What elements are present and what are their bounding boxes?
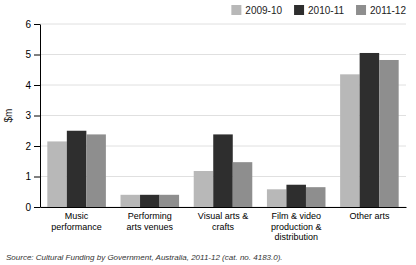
y-tick: 6 (25, 19, 40, 30)
bar (160, 195, 180, 207)
x-tick-label-line: performance (51, 222, 102, 232)
bar-series (86, 60, 398, 207)
legend-swatch (294, 5, 304, 15)
bar (306, 187, 326, 207)
bars (47, 53, 398, 207)
x-tick: Other arts (349, 211, 390, 221)
y-tick-label: 6 (25, 19, 31, 30)
y-tick: 3 (25, 110, 40, 121)
x-tick-label-line: Performing (128, 211, 172, 221)
grid (40, 24, 406, 207)
bar (194, 171, 214, 207)
chart: 0 1 2 3 4 5 6 Musicperformance Performingarts ve… (0, 0, 416, 265)
x-tick-label-line: distribution (274, 232, 318, 242)
x-tick: Musicperformance (51, 211, 102, 231)
x-tick: Performingarts venues (127, 211, 174, 231)
x-tick-label: Visual arts &crafts (198, 211, 248, 231)
y-tick-mark (34, 207, 40, 208)
y-tick-label: 1 (25, 171, 31, 182)
legend-item: 2010-11 (294, 5, 344, 16)
x-tick-label-line: Film & video (271, 211, 321, 221)
bar (340, 74, 360, 207)
bar (47, 141, 67, 207)
bar (286, 185, 306, 207)
legend-swatch (356, 5, 366, 15)
legend-swatch (231, 5, 241, 15)
legend-label: 2011-12 (370, 5, 406, 16)
x-tick-label-line: Music (65, 211, 89, 221)
y-tick-label: 5 (25, 49, 31, 60)
x-tick-label-line: Other arts (349, 211, 390, 221)
x-axis: Musicperformance Performingarts venues Vis… (41, 208, 407, 243)
plot: 0 1 2 3 4 5 6 Musicperformance Performingarts ve… (25, 19, 406, 242)
bar (233, 162, 253, 207)
y-tick: 0 (25, 202, 40, 213)
y-tick-label: 0 (25, 202, 31, 213)
bar (86, 134, 106, 207)
bar (360, 53, 380, 207)
bar (379, 60, 399, 207)
x-tick-label: Musicperformance (51, 211, 102, 231)
x-tick: Visual arts &crafts (198, 211, 248, 231)
y-tick-mark (34, 146, 40, 147)
legend-label: 2010-11 (308, 5, 344, 16)
y-tick-mark (34, 55, 40, 56)
grid-line (40, 54, 406, 55)
x-tick: Film & videoproduction &distribution (271, 211, 322, 242)
y-tick-mark (34, 177, 40, 178)
x-tick-label-line: crafts (212, 222, 235, 232)
x-tick-label-line: arts venues (127, 222, 174, 232)
bar (267, 189, 287, 207)
x-tick-label-line: production & (271, 222, 322, 232)
y-tick: 1 (25, 171, 40, 182)
x-tick-label: Performingarts venues (127, 211, 174, 231)
y-tick: 4 (25, 80, 40, 91)
y-tick-label: 2 (25, 141, 31, 152)
x-tick-label: Other arts (349, 211, 390, 221)
y-axis-title: $m (3, 109, 14, 123)
bar-series (47, 74, 359, 207)
bar (213, 134, 233, 207)
y-tick-mark (34, 85, 40, 86)
bar (140, 195, 160, 207)
x-tick-label-line: Visual arts & (198, 211, 248, 221)
y-tick-mark (34, 24, 40, 25)
y-tick-label: 3 (25, 110, 31, 121)
bar-series (67, 53, 379, 207)
source-note: Source: Cultural Funding by Government, … (6, 253, 283, 262)
y-tick-mark (34, 116, 40, 117)
bar (67, 131, 87, 207)
x-axis-line (41, 207, 407, 208)
y-tick: 2 (25, 141, 40, 152)
bar (121, 195, 141, 207)
grid-line (40, 24, 406, 25)
legend-label: 2009-10 (245, 5, 282, 16)
y-axis-line (40, 25, 41, 208)
legend: 2009-10 2010-11 2011-12 (231, 5, 406, 16)
legend-item: 2009-10 (231, 5, 282, 16)
y-tick: 5 (25, 49, 40, 60)
y-axis: 0 1 2 3 4 5 6 (25, 19, 40, 213)
legend-item: 2011-12 (356, 5, 406, 16)
y-tick-label: 4 (25, 80, 31, 91)
x-tick-label: Film & videoproduction &distribution (271, 211, 322, 242)
